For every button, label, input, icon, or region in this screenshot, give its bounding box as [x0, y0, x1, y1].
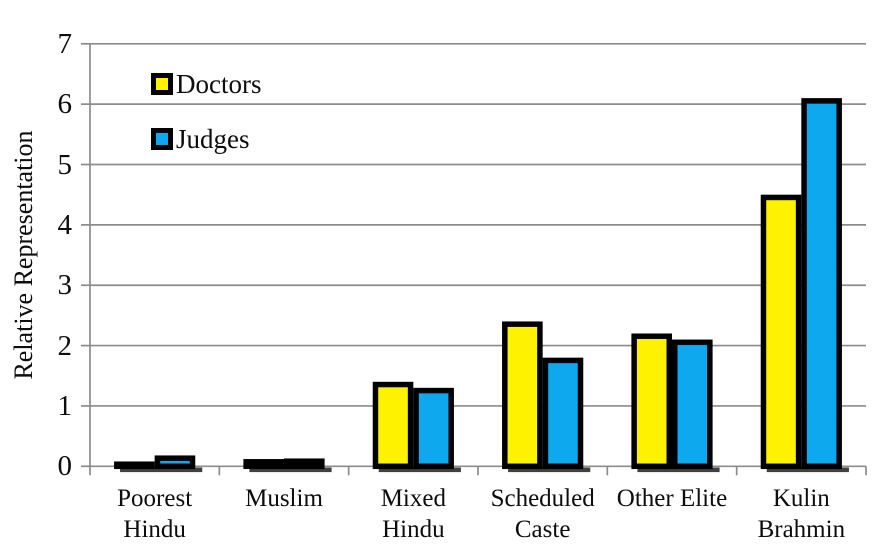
bar-judges: [413, 387, 454, 470]
bar-shadow: [766, 467, 849, 473]
y-tick-label: 6: [57, 88, 73, 121]
y-tick-label: 7: [57, 27, 73, 60]
x-category-label: Other Elite: [616, 485, 728, 512]
legend-label-doctors: Doctors: [176, 69, 262, 99]
y-tick-label: 2: [57, 329, 73, 362]
legend-item-doctors: Doctors: [151, 70, 261, 98]
bar-doctors: [372, 381, 414, 470]
x-category-label: Scheduled Caste: [490, 485, 595, 543]
bar-shadow: [249, 467, 332, 473]
bar-judges: [154, 455, 196, 470]
bar-judges: [672, 339, 713, 470]
legend-item-judges: Judges: [151, 125, 250, 153]
bar-judges: [801, 98, 842, 470]
judges-swatch-icon: [151, 128, 173, 150]
y-tick-label: 0: [57, 450, 73, 483]
x-category-label: Kulin Brahmin: [757, 485, 846, 543]
x-category-label: Poorest Hindu: [117, 485, 193, 543]
bar-shadow: [637, 467, 720, 473]
y-tick-label: 4: [57, 208, 73, 241]
bar-doctors: [631, 333, 673, 470]
bar-judges: [284, 458, 325, 470]
bar-judges: [542, 357, 584, 470]
bar-doctors: [502, 321, 543, 470]
y-tick-label: 1: [57, 389, 73, 422]
bar-doctors: [114, 461, 155, 470]
bar-shadow: [508, 467, 591, 473]
bar-doctors: [760, 194, 802, 470]
bar-shadow: [120, 467, 203, 473]
legend-label-judges: Judges: [176, 124, 250, 154]
bar-shadow: [378, 467, 461, 473]
bar-doctors: [243, 459, 284, 470]
y-tick-label: 3: [57, 269, 73, 302]
y-axis-title: Relative Representation: [9, 130, 38, 380]
doctors-swatch-icon: [151, 73, 173, 95]
x-category-label: Mixed Hindu: [380, 485, 446, 543]
y-tick-label: 5: [57, 148, 73, 181]
x-category-label: Muslim: [245, 485, 323, 512]
